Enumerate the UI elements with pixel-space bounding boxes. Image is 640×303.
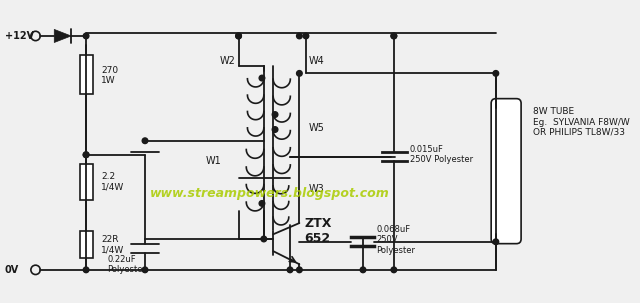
Text: 0V: 0V	[4, 265, 19, 275]
Text: 8W TUBE
Eg.  SYLVANIA F8W/W
OR PHILIPS TL8W/33: 8W TUBE Eg. SYLVANIA F8W/W OR PHILIPS TL…	[533, 107, 630, 137]
Polygon shape	[54, 29, 71, 42]
Circle shape	[391, 267, 397, 273]
Circle shape	[287, 267, 293, 273]
Circle shape	[259, 75, 265, 81]
Circle shape	[83, 267, 89, 273]
Circle shape	[360, 267, 366, 273]
Circle shape	[391, 33, 397, 39]
Text: 22R
1/4W: 22R 1/4W	[101, 235, 124, 254]
Text: 0.068uF
250V
Polyester: 0.068uF 250V Polyester	[376, 225, 415, 255]
Text: W4: W4	[308, 56, 324, 66]
Text: W5: W5	[308, 123, 324, 133]
Text: W2: W2	[220, 56, 236, 66]
Circle shape	[83, 152, 89, 158]
Text: ZTX
652: ZTX 652	[304, 217, 332, 245]
Circle shape	[272, 127, 278, 132]
FancyBboxPatch shape	[79, 55, 93, 94]
FancyBboxPatch shape	[79, 231, 93, 258]
Circle shape	[83, 152, 89, 158]
Circle shape	[296, 33, 302, 39]
Circle shape	[493, 71, 499, 76]
FancyBboxPatch shape	[491, 99, 521, 244]
Text: W1: W1	[206, 156, 221, 166]
Text: W3: W3	[308, 184, 324, 194]
Circle shape	[272, 112, 278, 117]
Circle shape	[493, 239, 499, 245]
Circle shape	[236, 33, 241, 39]
Text: 2.2
1/4W: 2.2 1/4W	[101, 172, 124, 191]
Circle shape	[236, 33, 241, 39]
Text: 0.015uF
250V Polyester: 0.015uF 250V Polyester	[410, 145, 473, 165]
Circle shape	[391, 33, 397, 39]
Circle shape	[142, 267, 148, 273]
Text: 0.22uF
Polyester: 0.22uF Polyester	[108, 255, 147, 274]
Circle shape	[296, 267, 302, 273]
Text: www.streampowers.blogspot.com: www.streampowers.blogspot.com	[150, 187, 389, 200]
Circle shape	[142, 138, 148, 144]
Text: +12V: +12V	[4, 31, 34, 41]
FancyBboxPatch shape	[79, 164, 93, 200]
Circle shape	[83, 33, 89, 39]
Text: 270
1W: 270 1W	[101, 65, 118, 85]
Circle shape	[303, 33, 308, 39]
Circle shape	[261, 236, 267, 242]
Circle shape	[259, 201, 265, 206]
Circle shape	[296, 71, 302, 76]
